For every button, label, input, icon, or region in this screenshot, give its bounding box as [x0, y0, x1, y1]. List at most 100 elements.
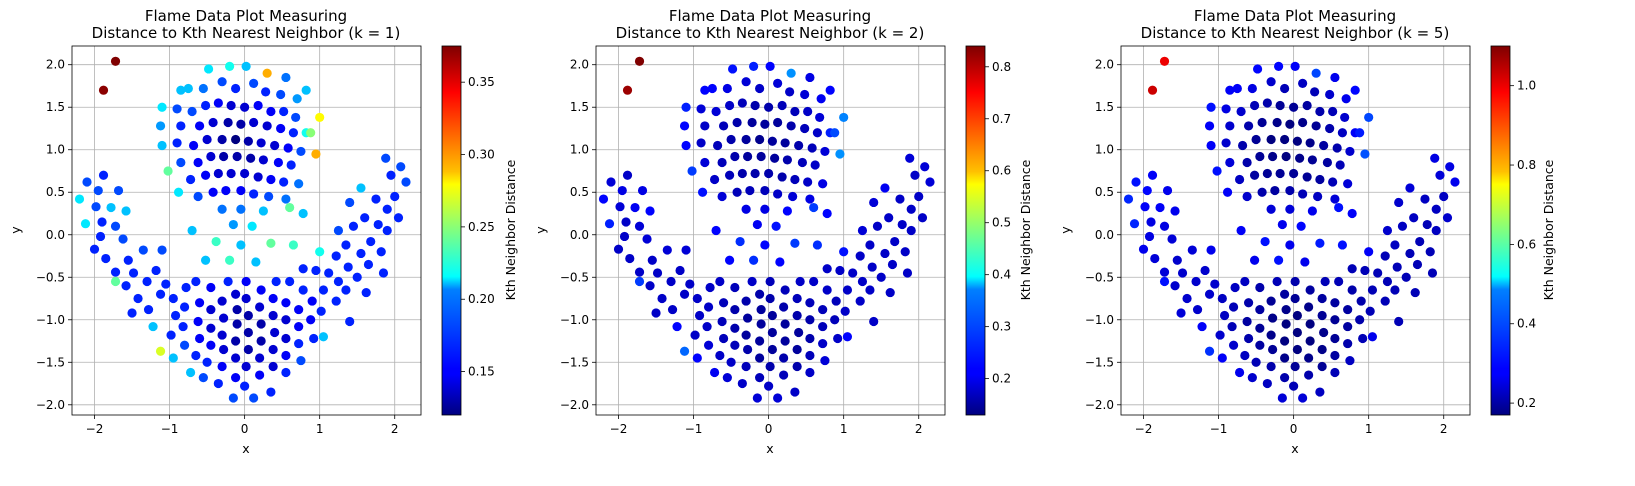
scatter-point: [679, 121, 690, 131]
scatter-point: [1450, 177, 1460, 187]
scatter-point: [1275, 168, 1285, 179]
scatter-point: [256, 319, 266, 329]
scatter-point: [198, 83, 208, 94]
scatter-point: [382, 204, 392, 214]
y-tick-label: −1.0: [560, 313, 589, 327]
scatter-point: [341, 285, 351, 295]
scatter-point: [794, 327, 804, 338]
scatter-point: [1142, 185, 1152, 196]
scatter-point: [1285, 185, 1295, 196]
scatter-point: [251, 257, 261, 267]
colorbar-tick-label: 0.35: [468, 75, 495, 89]
x-tick-label: 2: [915, 422, 923, 436]
scatter-point: [1410, 287, 1420, 298]
scatter-point: [281, 333, 291, 344]
scatter-point: [809, 202, 819, 213]
scatter-point: [285, 202, 295, 213]
scatter-point: [1232, 83, 1242, 94]
scatter-point: [747, 117, 757, 128]
scatter-point: [223, 117, 233, 128]
scatter-point: [792, 310, 802, 321]
scatter-point: [301, 85, 311, 95]
y-tick-label: 0.0: [1095, 228, 1114, 242]
scatter-point: [741, 330, 751, 340]
scatter-point: [236, 185, 246, 196]
scatter-point: [1330, 298, 1340, 308]
scatter-point: [1222, 187, 1233, 197]
colorbar-tick-label: 0.8: [1517, 158, 1536, 172]
scatter-point: [625, 253, 635, 264]
scatter-point: [750, 168, 760, 179]
scatter-point: [191, 276, 201, 287]
scatter-point: [869, 316, 879, 327]
panel-3-colorbar-ticks: 0.2 0.4 0.6 0.8 1.0: [1510, 79, 1536, 410]
scatter-point: [1365, 306, 1375, 316]
scatter-point: [1257, 117, 1267, 128]
scatter-point: [1302, 100, 1312, 111]
scatter-point: [352, 272, 362, 282]
scatter-point: [217, 134, 227, 145]
scatter-point: [163, 166, 173, 176]
scatter-point: [1280, 336, 1290, 346]
scatter-point: [835, 265, 845, 276]
scatter-point: [1272, 117, 1282, 128]
scatter-point: [1281, 304, 1291, 315]
scatter-point: [219, 344, 229, 355]
scatter-point: [213, 378, 223, 389]
colorbar-tick-label: 0.2: [1517, 396, 1536, 410]
scatter-point: [780, 285, 790, 295]
scatter-point: [730, 151, 740, 162]
scatter-point: [253, 172, 263, 182]
scatter-point: [1129, 219, 1140, 229]
scatter-point: [1292, 310, 1302, 321]
scatter-point: [268, 293, 278, 304]
scatter-point: [281, 315, 291, 325]
scatter-point: [176, 157, 186, 168]
scatter-point: [1337, 128, 1348, 138]
scatter-point: [225, 255, 235, 265]
scatter-point: [255, 302, 265, 312]
scatter-point: [1215, 330, 1225, 340]
scatter-point: [681, 140, 691, 151]
scatter-point: [311, 149, 321, 159]
scatter-point: [194, 121, 205, 131]
scatter-point: [679, 346, 690, 356]
scatter-point: [1251, 134, 1261, 145]
scatter-point: [672, 321, 682, 332]
scatter-point: [652, 268, 663, 278]
scatter-point: [700, 85, 710, 95]
scatter-point: [98, 85, 109, 95]
panel-2-points: [598, 56, 935, 403]
x-tick-label: 0: [1290, 422, 1298, 436]
scatter-point: [617, 185, 627, 196]
scatter-point: [232, 151, 242, 162]
scatter-point: [1204, 346, 1215, 356]
panel-1-title-line-1: Flame Data Plot Measuring: [145, 7, 347, 25]
scatter-point: [732, 117, 742, 128]
scatter-point: [1242, 316, 1252, 327]
scatter-point: [812, 240, 823, 250]
scatter-point: [1315, 106, 1325, 117]
scatter-point: [1415, 236, 1425, 247]
scatter-point: [1356, 296, 1366, 306]
scatter-point: [780, 138, 790, 148]
scatter-point: [266, 174, 276, 185]
scatter-point: [1228, 340, 1239, 350]
scatter-point: [166, 330, 176, 340]
scatter-point: [1405, 183, 1415, 193]
scatter-point: [792, 293, 802, 304]
scatter-point: [730, 323, 740, 333]
scatter-point: [1227, 321, 1237, 332]
scatter-point: [792, 344, 802, 355]
scatter-point: [258, 155, 268, 165]
scatter-point: [1266, 77, 1276, 87]
scatter-point: [221, 185, 231, 196]
scatter-point: [1289, 168, 1299, 179]
scatter-point: [261, 87, 271, 97]
panel-1-xlabel: x: [242, 441, 249, 456]
scatter-point: [1170, 281, 1180, 291]
scatter-point: [143, 304, 154, 315]
scatter-point: [727, 64, 738, 74]
scatter-point: [396, 162, 406, 172]
scatter-point: [236, 240, 246, 250]
